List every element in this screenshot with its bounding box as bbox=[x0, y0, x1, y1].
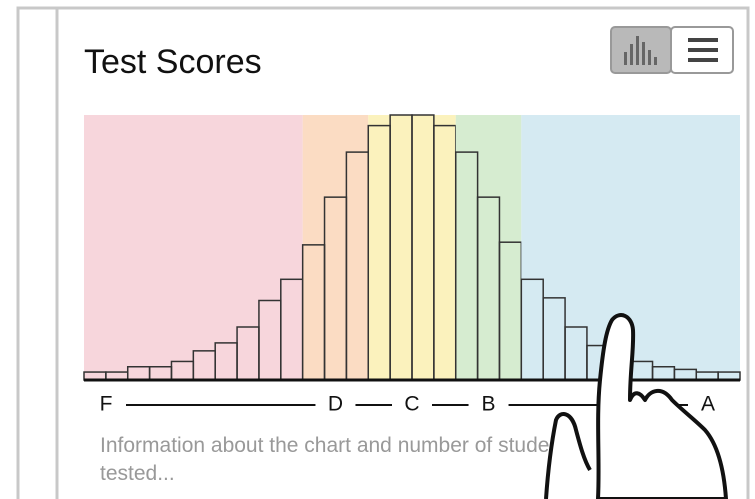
info-text-line: Information about the chart and number o… bbox=[100, 434, 577, 457]
grade-band bbox=[303, 115, 369, 380]
view-toggle bbox=[611, 27, 733, 73]
grade-label: A bbox=[701, 393, 715, 416]
grade-label: F bbox=[100, 393, 113, 416]
grade-band bbox=[84, 115, 303, 380]
chart-view-button[interactable] bbox=[611, 27, 671, 73]
grade-band bbox=[456, 115, 522, 380]
info-text-line: tested... bbox=[100, 462, 175, 485]
grade-label: D bbox=[328, 393, 343, 416]
card-title: Test Scores bbox=[84, 43, 262, 81]
grade-label: C bbox=[404, 393, 419, 416]
grade-label: B bbox=[482, 393, 496, 416]
screen: Test Scores F D C B A Information about the … bbox=[0, 0, 755, 499]
list-icon bbox=[688, 38, 718, 62]
